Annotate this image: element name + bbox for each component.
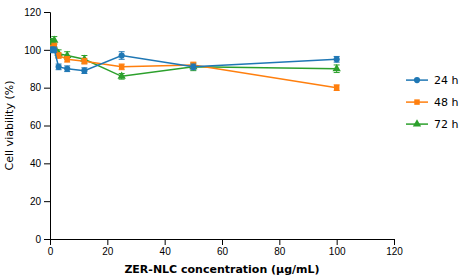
marker (334, 56, 340, 62)
legend-marker (413, 119, 421, 126)
tick-label: 60 (30, 120, 42, 131)
tick: 80 (30, 82, 50, 93)
error-bar (56, 64, 62, 70)
marker (64, 57, 69, 62)
marker (81, 68, 87, 74)
marker (334, 85, 339, 90)
marker (333, 64, 341, 71)
tick-mark (44, 88, 50, 89)
legend-label: 48 h (434, 96, 458, 109)
tick-mark (44, 50, 50, 51)
legend-marker (414, 77, 420, 83)
tick: 100 (24, 45, 50, 56)
legend: 24 h 48 h 72 h (406, 74, 458, 131)
tick-label: 20 (102, 246, 114, 257)
error-bar (64, 66, 70, 72)
tick-label: 80 (30, 82, 42, 93)
y-axis: 0 20 40 60 80 100 120 (24, 7, 50, 245)
tick-label: 100 (329, 246, 346, 257)
tick-mark (44, 201, 50, 202)
line (51, 40, 336, 76)
error-bar (81, 58, 87, 64)
marker (118, 72, 126, 79)
series (50, 47, 340, 74)
tick-label: 20 (30, 196, 42, 207)
series (50, 36, 341, 80)
tick-label: 60 (217, 246, 229, 257)
y-axis-title: Cell viability (%) (3, 81, 16, 171)
tick-mark (165, 239, 166, 245)
tick: 40 (160, 239, 172, 257)
error-bar (51, 47, 57, 53)
tick-mark (222, 239, 223, 245)
line (51, 50, 336, 71)
series (50, 43, 340, 90)
tick-mark (44, 12, 50, 13)
tick: 80 (274, 239, 286, 257)
tick: 0 (35, 234, 50, 245)
tick-label: 40 (160, 246, 172, 257)
tick-mark (44, 126, 50, 127)
axis-line (51, 240, 395, 246)
tick-mark (44, 239, 50, 240)
tick: 60 (30, 120, 50, 131)
tick-mark (337, 239, 338, 245)
marker (82, 58, 87, 63)
tick-label: 40 (30, 158, 42, 169)
tick-label: 100 (24, 45, 41, 56)
error-bar (81, 68, 87, 74)
marker (190, 64, 196, 70)
chart: 0 20 40 60 80 100 120 0 20 40 60 80 100 120 ZER-NLC co… (0, 0, 474, 279)
marker (56, 64, 62, 70)
error-bar (119, 64, 125, 70)
legend-label: 24 h (434, 74, 458, 87)
error-bar (190, 63, 196, 71)
tick-label: 0 (35, 234, 41, 245)
marker (64, 66, 70, 72)
tick-label: 0 (48, 246, 54, 257)
tick: 20 (102, 239, 114, 257)
legend-item: 24 h (406, 74, 458, 87)
legend-label: 72 h (434, 118, 458, 131)
error-bar (64, 56, 70, 62)
marker (119, 64, 124, 69)
tick-mark (107, 239, 108, 245)
marker (119, 52, 125, 58)
tick: 60 (217, 239, 229, 257)
axis-line (44, 13, 51, 240)
legend-item: 48 h (406, 96, 458, 109)
tick: 120 (24, 7, 50, 18)
tick: 20 (30, 196, 50, 207)
series-layer (50, 36, 341, 91)
tick-mark (394, 239, 395, 245)
error-bar (334, 85, 340, 91)
tick-mark (44, 163, 50, 164)
plot: 0 20 40 60 80 100 120 0 20 40 60 80 100 120 (24, 7, 403, 257)
legend-marker (414, 99, 419, 104)
tick-mark (279, 239, 280, 245)
line (51, 46, 336, 88)
tick-label: 120 (386, 246, 403, 257)
tick-label: 80 (274, 246, 286, 257)
error-bar (334, 56, 340, 62)
x-axis-title: ZER-NLC concentration (μg/mL) (124, 263, 319, 276)
marker (51, 47, 57, 53)
tick-label: 120 (24, 7, 41, 18)
tick: 40 (30, 158, 50, 169)
tick: 0 (48, 239, 54, 257)
marker (50, 36, 58, 43)
error-bar (190, 64, 196, 70)
error-bar (119, 52, 125, 60)
legend-item: 72 h (406, 118, 458, 131)
tick: 100 (329, 239, 346, 257)
x-axis: 0 20 40 60 80 100 120 (48, 239, 404, 257)
tick: 120 (386, 239, 403, 257)
